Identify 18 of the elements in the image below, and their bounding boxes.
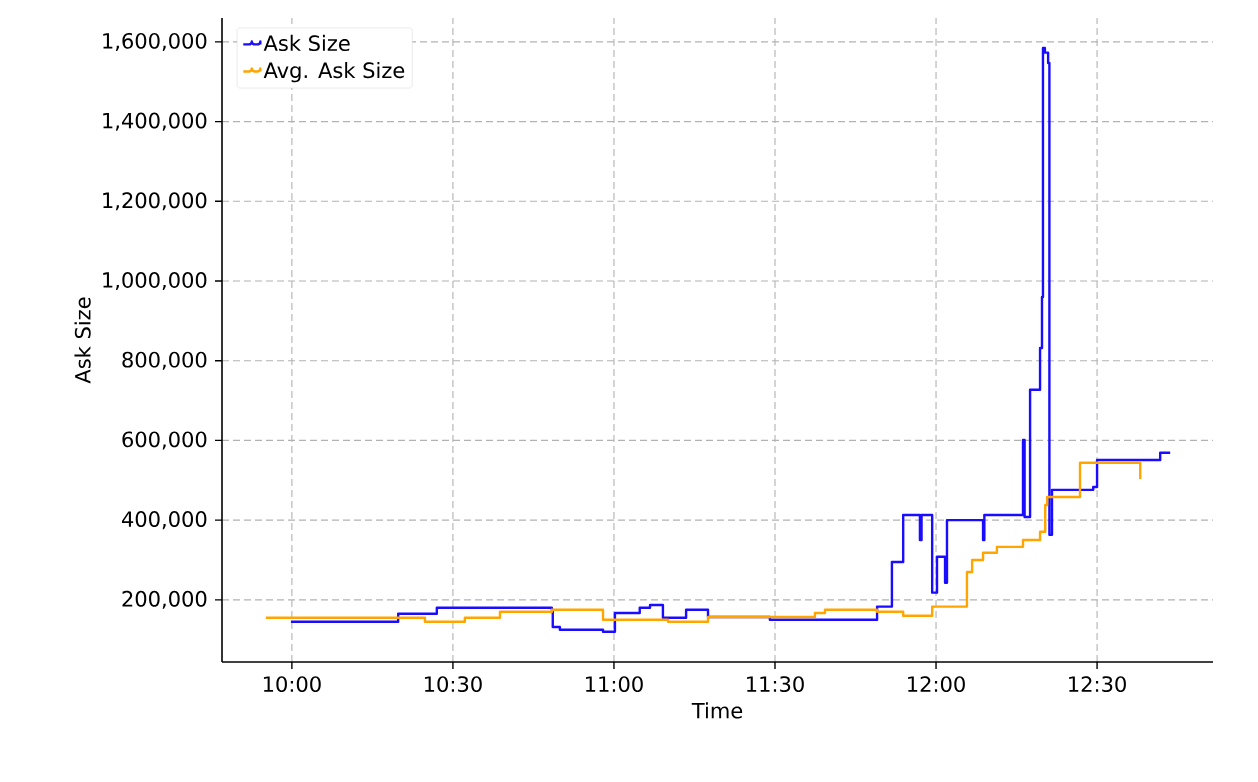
y-tick-label: 400,000 [121, 511, 207, 530]
x-tick-label: 11:00 [586, 676, 643, 693]
x-axis-title: Time [691, 702, 743, 719]
legend-label: Ask Size [263, 34, 350, 52]
y-tick-label: 1,600,000 [103, 32, 207, 51]
y-tick-label: 1,200,000 [103, 192, 207, 211]
x-tick-label: 10:00 [263, 676, 321, 693]
y-tick-label: 1,400,000 [103, 112, 207, 131]
y-axis-title: Ask Size [74, 297, 91, 384]
y-tick-label: 800,000 [122, 351, 207, 370]
x-tick-label: 12:00 [908, 676, 965, 693]
y-tick-label: 1,000,000 [103, 272, 207, 291]
y-tick-label: 600,000 [122, 431, 207, 450]
x-tick-label: 11:30 [747, 676, 804, 693]
x-tick-label: 10:30 [424, 676, 482, 693]
x-tick-label: 12:30 [1069, 676, 1126, 693]
legend-label: Avg. Ask Size [263, 61, 405, 83]
y-tick-label: 200,000 [122, 590, 207, 609]
